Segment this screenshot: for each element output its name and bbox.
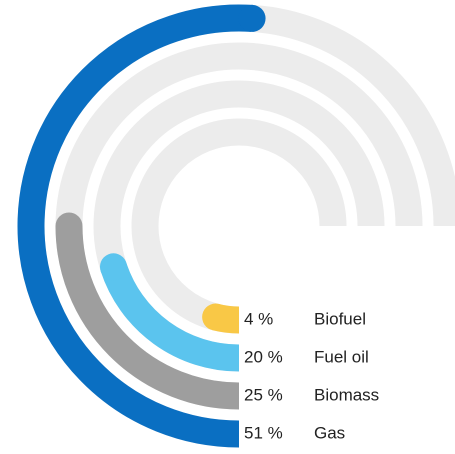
value-label: 51 % — [244, 423, 283, 442]
bar-cap — [55, 212, 83, 240]
value-label: 20 % — [244, 347, 283, 366]
category-label: Biomass — [314, 385, 379, 404]
bar-cap — [238, 4, 266, 32]
category-label: Gas — [314, 423, 345, 442]
bar — [55, 225, 240, 410]
value-label: 25 % — [244, 385, 283, 404]
bar-cap — [99, 253, 127, 281]
value-label: 4 % — [244, 309, 273, 328]
track — [131, 118, 347, 334]
category-label: Biofuel — [314, 309, 366, 328]
bar-cap — [202, 303, 230, 331]
category-label: Fuel oil — [314, 347, 369, 366]
bar — [17, 4, 253, 448]
bar — [100, 262, 240, 372]
